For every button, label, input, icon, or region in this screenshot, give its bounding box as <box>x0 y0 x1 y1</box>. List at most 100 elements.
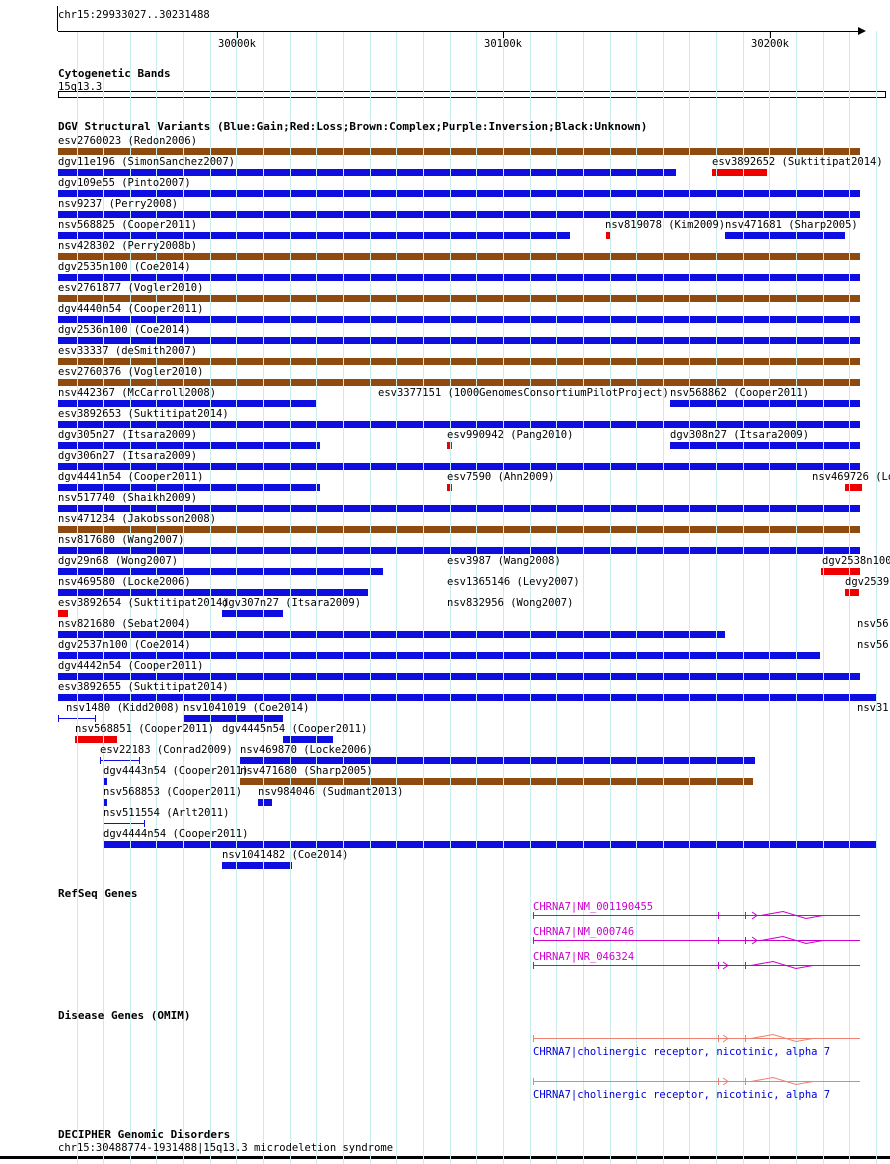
variant-label-nsv821680[interactable]: nsv821680 (Sebat2004) <box>58 618 191 630</box>
variant-bar-nsv471234[interactable] <box>58 526 860 533</box>
variant-label-nsv1480[interactable]: nsv1480 (Kidd2008) <box>66 702 180 714</box>
variant-label-nsv56[interactable]: nsv56 <box>857 639 889 651</box>
variant-bar-nsv568825[interactable] <box>58 232 570 239</box>
refseq-gene-label[interactable]: CHRNA7|NR_046324 <box>533 951 635 963</box>
variant-bar-dgv2535n100[interactable] <box>58 274 860 281</box>
variant-label-esv7590[interactable]: esv7590 (Ahn2009) <box>447 471 555 483</box>
variant-label-esv3892653[interactable]: esv3892653 (Suktitipat2014) <box>58 408 229 420</box>
variant-label-esv2760376[interactable]: esv2760376 (Vogler2010) <box>58 366 204 378</box>
variant-label-esv2761877[interactable]: esv2761877 (Vogler2010) <box>58 282 204 294</box>
variant-bar-nsv469726[interactable] <box>845 484 862 491</box>
variant-label-dgv4440n54[interactable]: dgv4440n54 (Cooper2011) <box>58 303 204 315</box>
variant-bar-dgv4444n54[interactable] <box>103 841 877 848</box>
variant-label-dgv305n27[interactable]: dgv305n27 (Itsara2009) <box>58 429 198 441</box>
variant-bar-nsv984046[interactable] <box>258 799 272 806</box>
variant-label-nsv832956[interactable]: nsv832956 (Wong2007) <box>447 597 574 609</box>
variant-bar-dgv29n68[interactable] <box>58 568 383 575</box>
variant-bar-dgv4445n54[interactable] <box>283 736 333 743</box>
variant-bar-nsv428302[interactable] <box>58 253 860 260</box>
variant-label-dgv11e196[interactable]: dgv11e196 (SimonSanchez2007) <box>58 156 236 168</box>
variant-label-nsv471234[interactable]: nsv471234 (Jakobsson2008) <box>58 513 217 525</box>
decipher-variant-bar[interactable] <box>0 1156 890 1159</box>
variant-label-nsv56[interactable]: nsv56 <box>857 618 889 630</box>
variant-bar-nsv568851[interactable] <box>75 736 117 743</box>
refseq-gene-label[interactable]: CHRNA7|NM_000746 <box>533 926 635 938</box>
variant-label-nsv471681[interactable]: nsv471681 (Sharp2005) <box>725 219 858 231</box>
variant-label-nsv984046[interactable]: nsv984046 (Sudmant2013) <box>258 786 404 798</box>
variant-label-dgv2539n100[interactable]: dgv2539n100 <box>845 576 890 588</box>
variant-bar-esv3892652[interactable] <box>712 169 767 176</box>
omim-gene-label[interactable]: CHRNA7|cholinergic receptor, nicotinic, … <box>533 1046 831 1058</box>
variant-bar-dgv306n27[interactable] <box>58 463 860 470</box>
refseq-gene-structure[interactable] <box>533 960 868 970</box>
variant-label-dgv2538n100[interactable]: dgv2538n100 <box>822 555 890 567</box>
variant-bar-dgv4441n54[interactable] <box>58 484 320 491</box>
variant-label-esv990942[interactable]: esv990942 (Pang2010) <box>447 429 574 441</box>
variant-label-nsv31[interactable]: nsv31 <box>857 702 889 714</box>
variant-label-dgv109e55[interactable]: dgv109e55 (Pinto2007) <box>58 177 191 189</box>
variant-bar-dgv2539n100[interactable] <box>845 589 859 596</box>
variant-label-nsv568862[interactable]: nsv568862 (Cooper2011) <box>670 387 810 399</box>
variant-bar-dgv4440n54[interactable] <box>58 316 860 323</box>
variant-bar-nsv1041019[interactable] <box>183 715 283 722</box>
variant-bar-esv3892653[interactable] <box>58 421 860 428</box>
variant-bar-esv2760376[interactable] <box>58 379 860 386</box>
variant-label-esv3987[interactable]: esv3987 (Wang2008) <box>447 555 561 567</box>
variant-label-esv2760023[interactable]: esv2760023 (Redon2006) <box>58 135 198 147</box>
variant-bar-dgv2536n100[interactable] <box>58 337 860 344</box>
variant-bar-nsv471680[interactable] <box>240 778 753 785</box>
variant-label-esv3892654[interactable]: esv3892654 (Suktitipat2014) <box>58 597 229 609</box>
variant-label-nsv469580[interactable]: nsv469580 (Locke2006) <box>58 576 191 588</box>
variant-bar-dgv4442n54[interactable] <box>58 673 860 680</box>
decipher-entry[interactable]: chr15:30488774-1931488|15q13.3 microdele… <box>58 1142 394 1154</box>
variant-label-dgv2536n100[interactable]: dgv2536n100 (Coe2014) <box>58 324 191 336</box>
variant-bar-dgv109e55[interactable] <box>58 190 860 197</box>
variant-label-nsv568851[interactable]: nsv568851 (Cooper2011) <box>75 723 215 735</box>
variant-label-nsv469870[interactable]: nsv469870 (Locke2006) <box>240 744 373 756</box>
refseq-gene-structure[interactable] <box>533 935 868 945</box>
variant-label-nsv817680[interactable]: nsv817680 (Wang2007) <box>58 534 185 546</box>
variant-label-nsv819078[interactable]: nsv819078 (Kim2009) <box>605 219 726 231</box>
variant-bar-nsv568853[interactable] <box>103 799 107 806</box>
variant-bar-dgv308n27[interactable] <box>670 442 860 449</box>
variant-bar-esv7590[interactable] <box>447 484 452 491</box>
omim-gene-structure[interactable] <box>533 1033 868 1043</box>
omim-gene-structure[interactable] <box>533 1076 868 1086</box>
variant-label-dgv4444n54[interactable]: dgv4444n54 (Cooper2011) <box>103 828 249 840</box>
variant-label-esv1365146[interactable]: esv1365146 (Levy2007) <box>447 576 580 588</box>
variant-label-dgv308n27[interactable]: dgv308n27 (Itsara2009) <box>670 429 810 441</box>
variant-bar-dgv305n27[interactable] <box>58 442 320 449</box>
variant-label-nsv511554[interactable]: nsv511554 (Arlt2011) <box>103 807 230 819</box>
variant-bar-esv3892654[interactable] <box>58 610 68 617</box>
variant-label-dgv4441n54[interactable]: dgv4441n54 (Cooper2011) <box>58 471 204 483</box>
variant-label-nsv517740[interactable]: nsv517740 (Shaikh2009) <box>58 492 198 504</box>
variant-bar-nsv517740[interactable] <box>58 505 860 512</box>
variant-label-dgv4443n54[interactable]: dgv4443n54 (Cooper2011) <box>103 765 249 777</box>
variant-bar-nsv511554[interactable] <box>103 820 145 827</box>
omim-gene-label[interactable]: CHRNA7|cholinergic receptor, nicotinic, … <box>533 1089 831 1101</box>
variant-bar-dgv11e196[interactable] <box>58 169 676 176</box>
variant-label-esv22183[interactable]: esv22183 (Conrad2009) <box>100 744 233 756</box>
variant-bar-nsv817680[interactable] <box>58 547 860 554</box>
variant-bar-dgv4443n54[interactable] <box>103 778 107 785</box>
variant-label-nsv471680[interactable]: nsv471680 (Sharp2005) <box>240 765 373 777</box>
variant-bar-esv3892655[interactable] <box>58 694 877 701</box>
variant-bar-nsv469580[interactable] <box>58 589 368 596</box>
variant-label-nsv1041482[interactable]: nsv1041482 (Coe2014) <box>222 849 349 861</box>
variant-bar-nsv9237[interactable] <box>58 211 860 218</box>
variant-bar-nsv469870[interactable] <box>240 757 755 764</box>
variant-bar-nsv471681[interactable] <box>725 232 845 239</box>
variant-bar-dgv2538n100[interactable] <box>821 568 860 575</box>
variant-bar-esv33337[interactable] <box>58 358 860 365</box>
variant-label-nsv9237[interactable]: nsv9237 (Perry2008) <box>58 198 179 210</box>
variant-bar-nsv821680[interactable] <box>58 631 725 638</box>
variant-label-dgv2535n100[interactable]: dgv2535n100 (Coe2014) <box>58 261 191 273</box>
variant-label-esv3377151[interactable]: esv3377151 (1000GenomesConsortiumPilotPr… <box>378 387 669 399</box>
variant-label-dgv306n27[interactable]: dgv306n27 (Itsara2009) <box>58 450 198 462</box>
variant-label-nsv428302[interactable]: nsv428302 (Perry2008b) <box>58 240 198 252</box>
variant-label-nsv1041019[interactable]: nsv1041019 (Coe2014) <box>183 702 310 714</box>
variant-bar-esv990942[interactable] <box>447 442 452 449</box>
variant-bar-dgv307n27[interactable] <box>222 610 283 617</box>
refseq-gene-label[interactable]: CHRNA7|NM_001190455 <box>533 901 654 913</box>
variant-label-nsv469726[interactable]: nsv469726 (Lo <box>812 471 890 483</box>
